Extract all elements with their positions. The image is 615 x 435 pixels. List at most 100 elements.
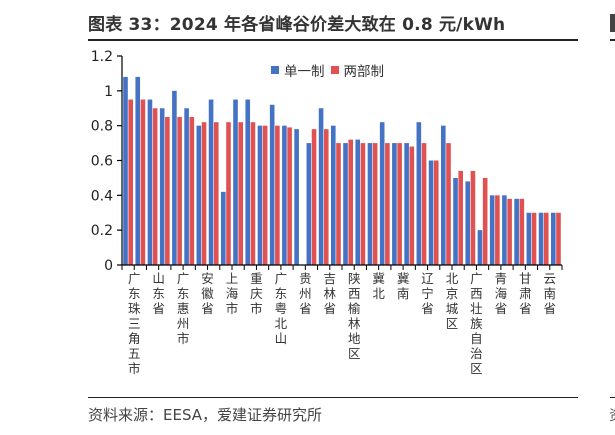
y-tick-label: 0.2 xyxy=(91,223,113,239)
bar-two-part xyxy=(409,146,415,265)
legend-label-two-part: 两部制 xyxy=(343,64,385,80)
x-category-label: 广西壮族自治区 xyxy=(470,271,483,376)
bar-two-part xyxy=(519,198,525,265)
y-axis: 0 0.2 0.4 0.6 0.8 1 1.2 xyxy=(91,49,123,274)
y-tick-label: 1.2 xyxy=(91,49,113,65)
bar-single xyxy=(355,139,361,265)
legend-item-single: 单一制 xyxy=(271,60,325,80)
bar-single xyxy=(123,76,128,266)
bar-single xyxy=(294,129,299,265)
bar-single xyxy=(318,108,324,265)
bar-two-part xyxy=(311,129,317,265)
bar-two-part xyxy=(165,116,170,265)
bar-two-part xyxy=(397,143,402,265)
bar-single xyxy=(208,99,214,265)
bar-two-part xyxy=(482,177,488,265)
bar-single xyxy=(465,181,471,265)
bar-single xyxy=(330,125,336,266)
bar-two-part xyxy=(543,212,549,265)
bar-single xyxy=(147,99,153,265)
bar-two-part xyxy=(128,99,134,265)
bar-single xyxy=(306,143,312,265)
bar-single xyxy=(550,212,556,265)
y-tick-label: 1 xyxy=(104,84,113,100)
bar-single xyxy=(489,195,495,265)
bar-single xyxy=(135,76,141,266)
bar-two-part xyxy=(336,143,341,265)
bar-two-part xyxy=(495,195,500,265)
adjacent-panel-divider xyxy=(610,39,615,41)
x-category-label: 甘肃省 xyxy=(519,271,532,316)
bar-two-part xyxy=(323,129,329,265)
bar-two-part xyxy=(531,212,537,265)
bar-two-part xyxy=(372,143,378,265)
adjacent-panel-source-fragment: 资 xyxy=(609,405,615,425)
bar-single xyxy=(392,143,397,265)
bar-single xyxy=(343,143,348,265)
bar-single xyxy=(379,122,385,265)
bar-single xyxy=(282,125,287,266)
adjacent-panel-title-fragment xyxy=(610,14,615,32)
bar-single xyxy=(196,125,202,266)
x-category-label: 云南省 xyxy=(543,271,557,316)
x-category-label: 山东省 xyxy=(152,271,165,316)
bar-two-part xyxy=(446,143,451,265)
bar-single xyxy=(220,191,226,265)
x-category-label: 贵州省 xyxy=(299,271,312,316)
title-divider xyxy=(88,39,578,41)
bar-two-part xyxy=(140,99,146,265)
bar-single xyxy=(453,177,458,265)
x-category-label: 广东粤北山 xyxy=(274,271,288,346)
y-tick-label: 0.8 xyxy=(91,119,113,135)
bar-single xyxy=(257,125,263,266)
bar-two-part xyxy=(421,143,427,265)
bar-single xyxy=(502,195,507,265)
y-tick-label: 0.4 xyxy=(91,188,113,204)
bar-two-part xyxy=(433,160,439,265)
y-tick-label: 0.6 xyxy=(91,154,113,170)
x-category-label: 青海省 xyxy=(494,271,508,316)
bar-two-part xyxy=(458,170,464,265)
chart-legend: 单一制 两部制 xyxy=(271,60,390,80)
x-category-label: 北京城区 xyxy=(445,271,459,331)
bar-single xyxy=(269,104,275,266)
bar-two-part xyxy=(177,116,182,265)
bar-single xyxy=(538,212,544,265)
bar-series xyxy=(123,76,561,266)
x-category-label: 重庆市 xyxy=(250,271,263,316)
legend-item-two-part: 两部制 xyxy=(330,60,385,80)
bar-two-part xyxy=(275,125,280,266)
bar-two-part xyxy=(287,127,292,266)
bar-two-part xyxy=(556,212,561,265)
bar-two-part xyxy=(213,122,219,265)
y-tick-label: 0 xyxy=(104,258,113,274)
bar-two-part xyxy=(470,170,476,265)
chart-title: 图表 33：2024 年各省峰谷价差大致在 0.8 元/kWh xyxy=(88,15,506,35)
source-note: 资料来源：EESA，爱建证券研究所 xyxy=(88,406,323,424)
bar-single xyxy=(428,160,434,265)
bar-two-part xyxy=(189,116,195,265)
x-category-label: 吉林省 xyxy=(323,271,337,316)
legend-label-single: 单一制 xyxy=(284,64,325,80)
bar-two-part xyxy=(238,122,244,265)
legend-swatch-two-part xyxy=(330,66,339,74)
x-axis xyxy=(121,264,563,270)
bar-two-part xyxy=(152,108,158,265)
bar-single xyxy=(245,99,251,265)
bar-two-part xyxy=(250,122,256,265)
x-category-label: 陕西榆林地区 xyxy=(347,271,361,361)
adjacent-panel-footer-divider xyxy=(610,397,615,398)
bar-single xyxy=(172,90,177,265)
bar-single xyxy=(233,99,238,265)
bar-two-part xyxy=(262,125,268,266)
footer-divider xyxy=(88,397,578,398)
x-category-label: 上海市 xyxy=(225,271,239,316)
bar-two-part xyxy=(348,139,354,265)
bar-single xyxy=(404,143,409,265)
bar-single xyxy=(367,143,373,265)
bar-two-part xyxy=(385,143,390,265)
legend-swatch-single xyxy=(271,66,279,74)
x-category-label: 广东珠三角五市 xyxy=(127,271,141,376)
x-category-label: 广东惠州市 xyxy=(176,271,190,346)
x-category-label: 冀北 xyxy=(372,271,385,301)
